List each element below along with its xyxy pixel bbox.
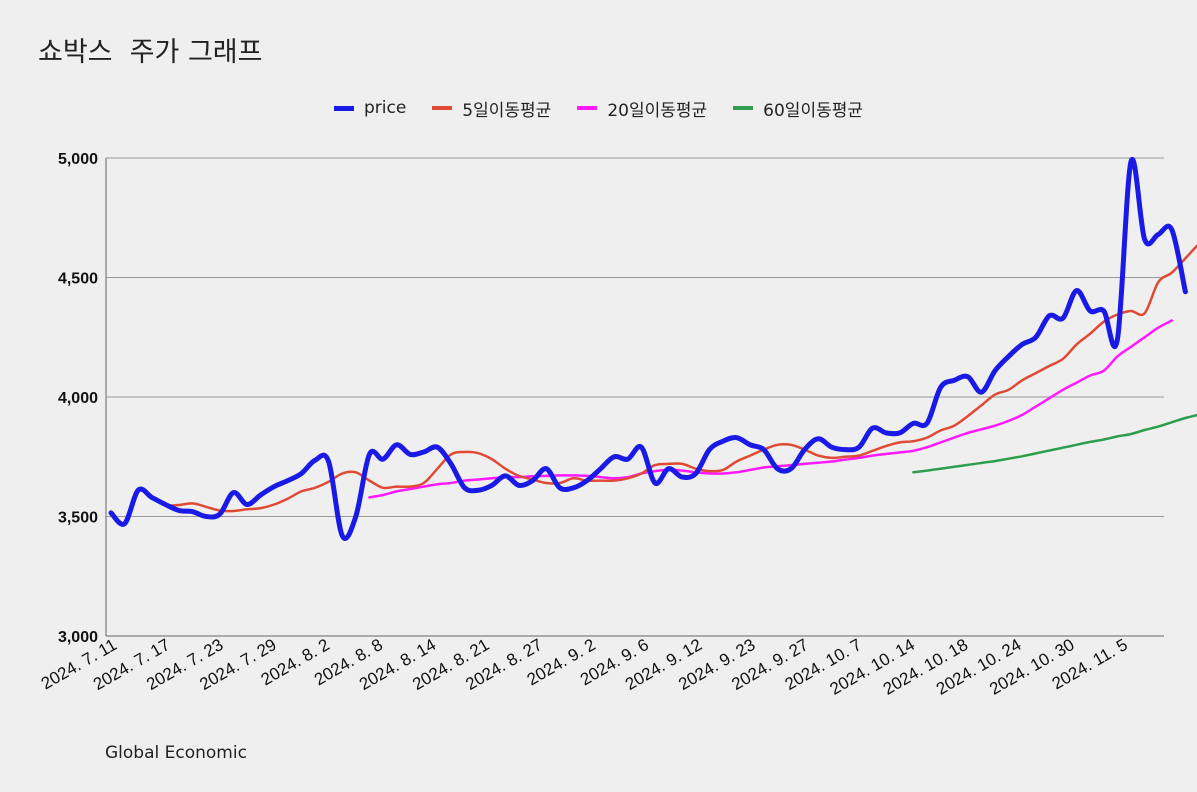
y-tick-label: 4,000 [58,390,98,407]
source-label: Global Economic [105,743,247,763]
y-tick-label: 4,500 [58,271,98,288]
y-axis: 3,000 3,500 4,000 4,500 5,000 [58,151,98,646]
legend-swatch-ma5 [432,106,453,110]
series-line-ma20 [368,319,1174,499]
series-line-ma60 [912,413,1197,474]
series-line-price [108,156,1188,541]
legend-label-ma60: 60일이동평균 [763,100,864,121]
legend-label-ma5: 5일이동평균 [462,100,552,121]
legend-item-ma60: 60일이동평균 [733,96,864,121]
legend-label-ma20: 20일이동평균 [607,100,708,121]
chart-title: 쇼박스 주가 그래프 [38,37,263,68]
legend-swatch-ma20 [577,106,598,110]
y-tick-label: 3,500 [58,510,98,527]
legend-item-price: price [333,96,407,120]
series-lines [108,156,1197,541]
legend-swatch-ma60 [733,106,754,110]
legend-item-ma5: 5일이동평균 [432,96,552,121]
legend-label-price: price [363,98,407,118]
legend-swatch-price [333,105,354,111]
series-line-ma5 [164,244,1197,513]
grid-lines [105,157,1164,637]
legend-item-ma20: 20일이동평균 [577,96,708,121]
y-tick-label: 3,000 [58,629,98,646]
chart-legend: price 5일이동평균 20일이동평균 60일이동평균 [0,96,1197,121]
y-tick-label: 5,000 [58,151,98,168]
